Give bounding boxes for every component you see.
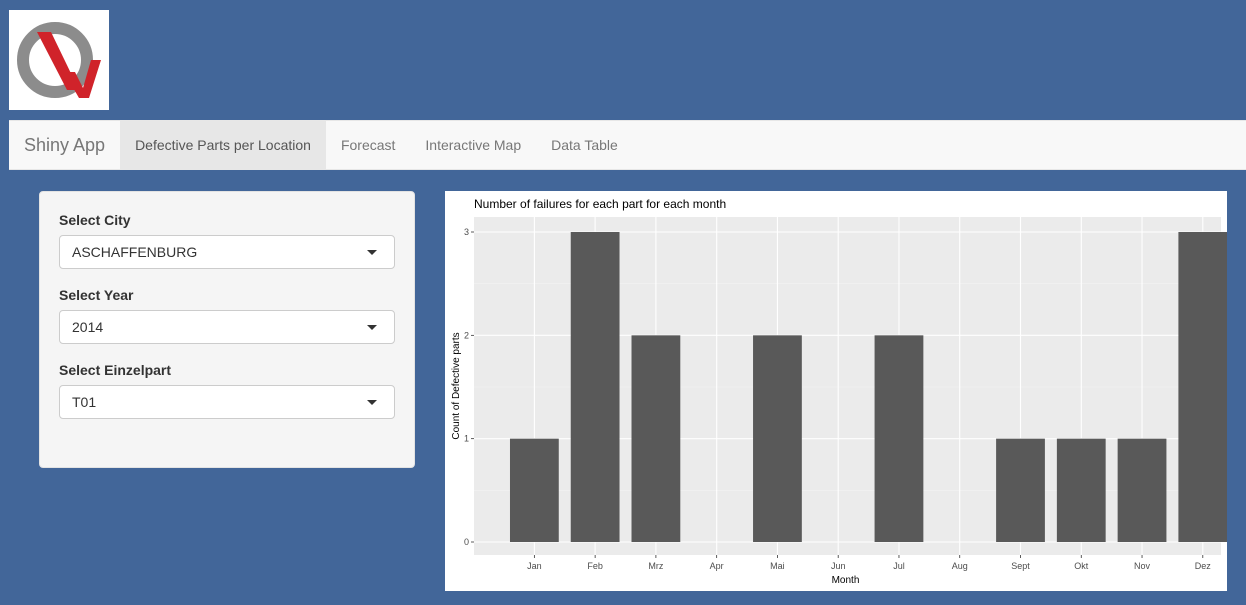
logo [9,10,109,110]
bar-dez [1178,232,1228,542]
chart-title: Number of failures for each part for eac… [474,197,726,211]
tab-forecast[interactable]: Forecast [340,137,396,153]
x-tick-label: Aug [952,561,968,571]
city-select-value: ASCHAFFENBURG [72,244,198,260]
part-label: Select Einzelpart [59,362,172,378]
x-tick-label: Feb [587,561,603,571]
x-tick-label: Okt [1074,561,1089,571]
x-tick-label: Jan [527,561,542,571]
caret-down-icon [367,250,377,255]
part-select[interactable]: T01 [59,385,395,419]
tab-defective-parts[interactable]: Defective Parts per Location [120,121,326,169]
caret-down-icon [367,325,377,330]
bar-nov [1117,438,1167,542]
year-select-value: 2014 [72,319,104,335]
tab-interactive-map[interactable]: Interactive Map [425,137,522,153]
bar-okt [1056,438,1106,542]
y-tick-label: 2 [464,330,469,340]
bar-chart: 0 1 2 3 Jan Feb Mrz Apr Mai Jun Jul Aug Sept Okt Nov De… [451,197,1228,586]
tab-data-table[interactable]: Data Table [551,137,618,153]
x-axis-label: Month [832,575,860,586]
x-tick-label: Mai [770,561,785,571]
x-tick-label: Sept [1011,561,1030,571]
y-tick-label: 3 [464,227,469,237]
navbar: Shiny App Defective Parts per Location F… [9,120,1246,170]
x-tick-label: Dez [1195,561,1212,571]
part-select-value: T01 [72,394,97,410]
bar-feb [570,232,620,542]
x-tick-label: Nov [1134,561,1151,571]
navbar-brand[interactable]: Shiny App [24,134,106,155]
bar-jan [509,438,559,542]
y-tick-label: 1 [464,434,469,444]
bar-mrz [631,335,681,542]
sidebar-panel: Select City ASCHAFFENBURG Select Year 20… [39,191,415,468]
caret-down-icon [367,400,377,405]
plot-panel: 0 1 2 3 Jan Feb Mrz Apr Mai Jun Jul Aug Sept Okt Nov De… [445,191,1228,591]
year-label: Select Year [59,287,134,303]
bar-sept [996,438,1045,542]
x-tick-label: Jun [831,561,846,571]
year-select[interactable]: 2014 [59,310,395,344]
city-select[interactable]: ASCHAFFENBURG [59,235,395,269]
bar-mai [753,335,802,542]
city-label: Select City [59,212,131,228]
x-tick-label: Jul [893,561,905,571]
y-axis-label: Count of Defective parts [451,332,462,439]
bar-jul [874,335,924,542]
x-tick-label: Mrz [648,561,663,571]
qw-logo-icon [17,22,101,98]
y-tick-label: 0 [464,537,469,547]
x-tick-label: Apr [710,561,724,571]
